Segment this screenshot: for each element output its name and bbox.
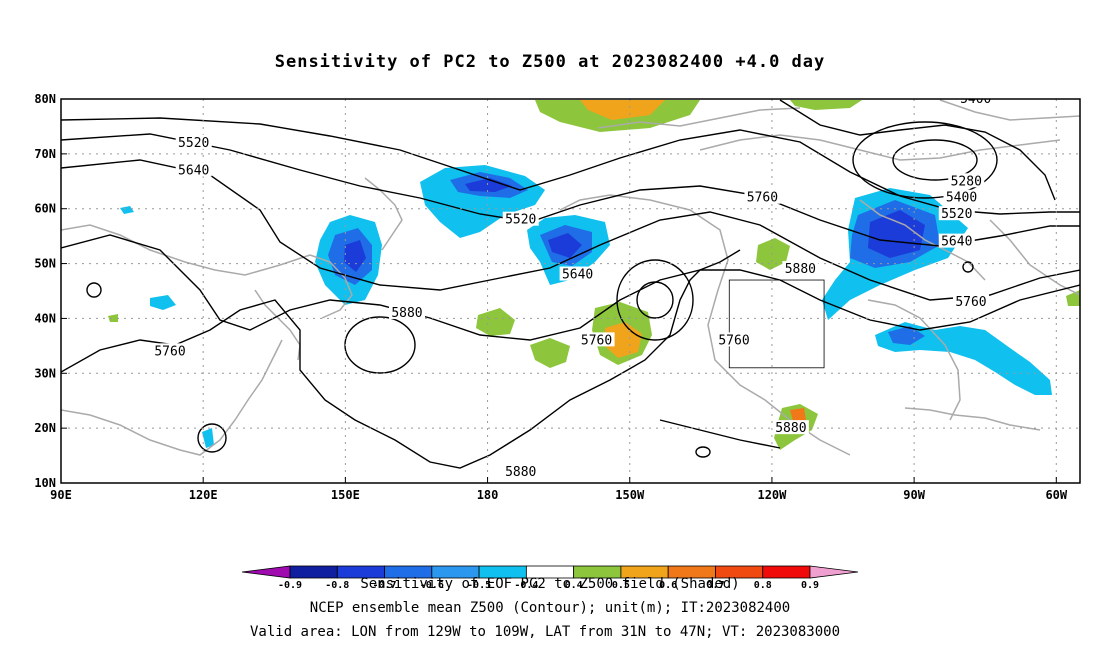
y-tick-label: 20N (34, 421, 56, 435)
chart-title: Sensitivity of PC2 to Z500 at 2023082400… (275, 52, 826, 72)
colorbar-tick-label: 0.8 (754, 580, 772, 591)
colorbar-tick-label: -0.4 (514, 580, 538, 591)
shade-negative (888, 326, 925, 345)
shade-positive (790, 408, 806, 424)
colorbar-tick-label: 0.4 (565, 580, 583, 591)
colorbar-swatch (289, 565, 338, 579)
y-tick-label: 50N (34, 257, 56, 271)
contour-label-bg (175, 162, 212, 177)
contour-labels: 5520 5640 5760 5880 5880 5520 5640 5760 5760 5760… (152, 92, 994, 480)
contour-label-bg (502, 211, 539, 226)
colorbar-max-arrow (809, 565, 859, 579)
colorbar-tick-label: -0.6 (420, 580, 444, 591)
colorbar-tick-label: -0.8 (325, 580, 349, 591)
shade-positive (476, 308, 515, 336)
contour-label: 5520 (178, 136, 209, 151)
shade-positive (790, 100, 862, 110)
x-tick-label: 90W (903, 488, 925, 502)
contour-label-bg (938, 233, 975, 248)
contour-label-bg (952, 293, 989, 308)
contour-label: 5880 (775, 421, 806, 436)
contour-label: 5880 (391, 306, 422, 321)
contour-label-bg (175, 134, 212, 149)
y-tick-label: 70N (34, 147, 56, 161)
colorbar-tick-label: 0.6 (659, 580, 677, 591)
colorbar-swatch (762, 565, 811, 579)
contour-label-bg (578, 332, 615, 347)
contour-label: 5880 (785, 262, 816, 277)
contour-label: 5760 (747, 191, 778, 206)
x-tick-label: 90E (50, 488, 72, 502)
contour-label: 5520 (505, 213, 536, 228)
y-tick-label: 40N (34, 311, 56, 325)
contour-label: 5400 (946, 191, 977, 206)
y-tick-label: 10N (34, 476, 56, 490)
contour-label: 5760 (955, 295, 986, 310)
shade-positive (108, 314, 118, 322)
contour-label: 5880 (505, 465, 536, 480)
contour-label: 5640 (178, 163, 209, 178)
colorbar-tick-label: -0.7 (372, 580, 396, 591)
contour-label-bg (938, 206, 975, 221)
shade-negative (868, 210, 925, 258)
contour-label-bg (716, 332, 753, 347)
contour-label: 5760 (154, 344, 185, 359)
x-tick-label: 150E (331, 488, 360, 502)
contour-label: 5640 (941, 235, 972, 250)
x-tick-label: 180 (477, 488, 499, 502)
contour-label-bg (943, 189, 980, 204)
contour-label-bg (502, 464, 539, 479)
shade-negative (875, 322, 1052, 395)
x-axis-ticks: 90E 120E 150E 180 150W 120W 90W 60W (50, 477, 1068, 502)
contour-label-bg (957, 99, 994, 105)
x-tick-label: 150W (615, 488, 645, 502)
shade-negative (465, 178, 512, 192)
x-tick-label: 60W (1045, 488, 1067, 502)
plot-frame (60, 98, 1081, 484)
caption-line-1: Sensitivity of EOF PC2 to Z500 field (Sh… (360, 576, 739, 592)
y-tick-label: 30N (34, 366, 56, 380)
y-axis-ticks: 10N 20N 30N 40N 50N 60N 70N 80N (34, 92, 67, 490)
contour-label: 5280 (951, 174, 982, 189)
colorbar-tick-label: 0.9 (801, 580, 819, 591)
y-tick-label: 80N (34, 92, 56, 106)
contour-label-bg (388, 304, 425, 319)
colorbar-tick-label: -0.9 (278, 580, 302, 591)
shade-positive (605, 322, 642, 358)
y-tick-label: 60N (34, 202, 56, 216)
contour-label-bg (559, 266, 596, 281)
contour-label: 5760 (718, 333, 749, 348)
contour-label: 5640 (562, 268, 593, 283)
caption-line-3: Valid area: LON from 129W to 109W, LAT f… (250, 624, 840, 640)
colorbar-tick-label: 0.7 (706, 580, 724, 591)
x-tick-label: 120W (757, 488, 787, 502)
contour-label-bg (152, 343, 189, 358)
colorbar-tick-label: -0.5 (467, 580, 491, 591)
shade-positive (580, 100, 665, 120)
contour-label: 5520 (941, 207, 972, 222)
colorbar: -0.9 -0.8 -0.7 -0.6 -0.5 -0.4 0.4 0.5 0.6 0.7 0.8 0… (241, 565, 859, 591)
plot-area (61, 99, 1080, 483)
colorbar-min-arrow (241, 565, 291, 579)
contour-label-bg (948, 173, 985, 188)
gridlines (61, 99, 1080, 483)
shade-negative (150, 295, 176, 310)
shade-negative (202, 428, 214, 448)
colorbar-tick-label: 0.5 (612, 580, 630, 591)
caption-line-2: NCEP ensemble mean Z500 (Contour); unit(… (310, 600, 790, 616)
sensitivity-shading (108, 100, 1080, 450)
coastlines (61, 99, 1080, 456)
shade-positive (756, 238, 790, 270)
contour-label-bg (782, 261, 819, 276)
valid-area-box (728, 279, 825, 369)
shade-negative (548, 233, 582, 258)
shade-positive (530, 338, 570, 368)
shade-negative (120, 206, 134, 214)
contour-label: 5760 (581, 333, 612, 348)
contour-label-bg (744, 189, 781, 204)
x-tick-label: 120E (189, 488, 218, 502)
contour-label-bg (772, 420, 809, 435)
contour-label: 5400 (960, 92, 991, 107)
